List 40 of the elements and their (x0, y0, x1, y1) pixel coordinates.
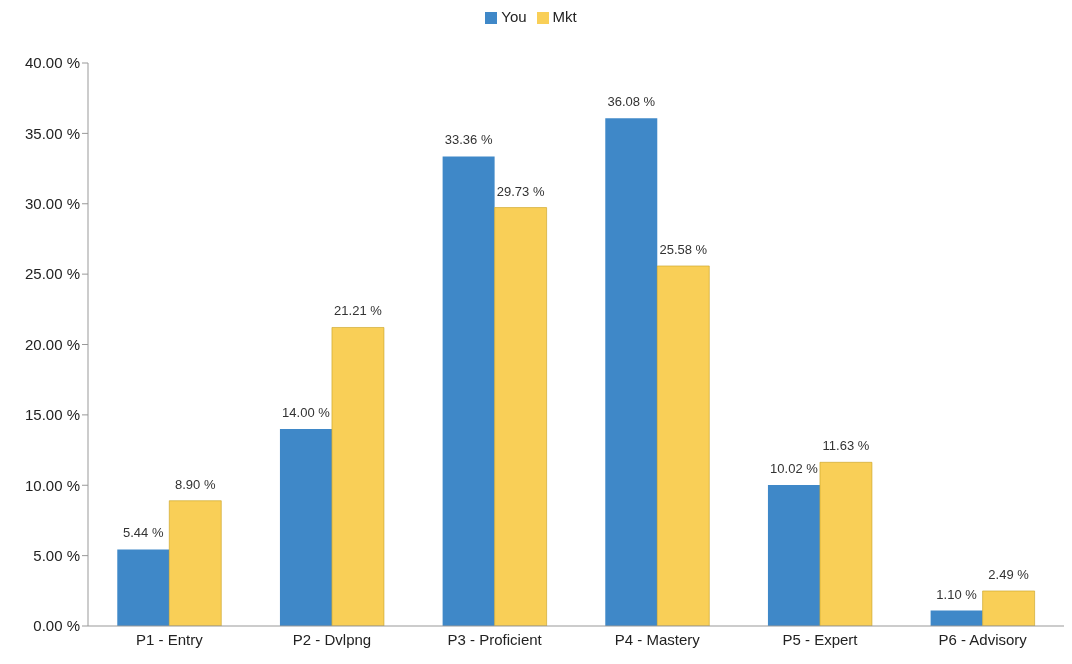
bar (168, 500, 222, 626)
data-label: 2.49 % (988, 566, 1030, 582)
data-label: 21.21 % (334, 303, 383, 319)
legend-label: You (501, 8, 527, 25)
bar (117, 549, 170, 626)
data-label: 5.44 % (123, 525, 164, 541)
y-tick-label: 10.00 % (24, 476, 80, 494)
y-tick-label: 35.00 % (24, 124, 80, 142)
x-tick-label: P1 - Entry (135, 630, 204, 648)
bar (656, 265, 710, 626)
x-tick-label: P5 - Expert (782, 630, 859, 648)
bar (605, 118, 658, 626)
bar (442, 156, 495, 626)
x-tick-label: P4 - Mastery (614, 630, 701, 648)
legend-label: Mkt (552, 8, 577, 25)
data-label: 8.90 % (175, 476, 216, 492)
data-label: 11.63 % (822, 438, 870, 454)
data-label: 33.36 % (444, 132, 493, 148)
y-tick-label: 40.00 % (24, 54, 80, 72)
bar (819, 461, 873, 626)
bar (982, 590, 1036, 626)
x-tick-label: P2 - Dvlpng (292, 630, 372, 648)
y-tick-label: 25.00 % (24, 265, 80, 283)
bar (279, 428, 332, 626)
data-label: 36.08 % (607, 94, 656, 110)
y-tick-label: 20.00 % (24, 335, 80, 353)
data-label: 1.10 % (936, 586, 978, 602)
y-tick-label: 5.00 % (33, 546, 80, 564)
y-tick-label: 15.00 % (24, 406, 80, 424)
bar (767, 484, 820, 626)
x-tick-label: P3 - Proficient (447, 630, 543, 648)
data-label: 14.00 % (282, 404, 331, 420)
data-label: 25.58 % (659, 241, 708, 257)
y-tick-label: 30.00 % (24, 195, 80, 213)
x-tick-label: P6 - Advisory (938, 630, 1028, 648)
bar (494, 207, 548, 626)
data-label: 10.02 % (770, 460, 819, 476)
y-tick-label: 0.00 % (33, 617, 80, 635)
data-label: 29.73 % (496, 183, 545, 199)
bar (331, 326, 385, 626)
